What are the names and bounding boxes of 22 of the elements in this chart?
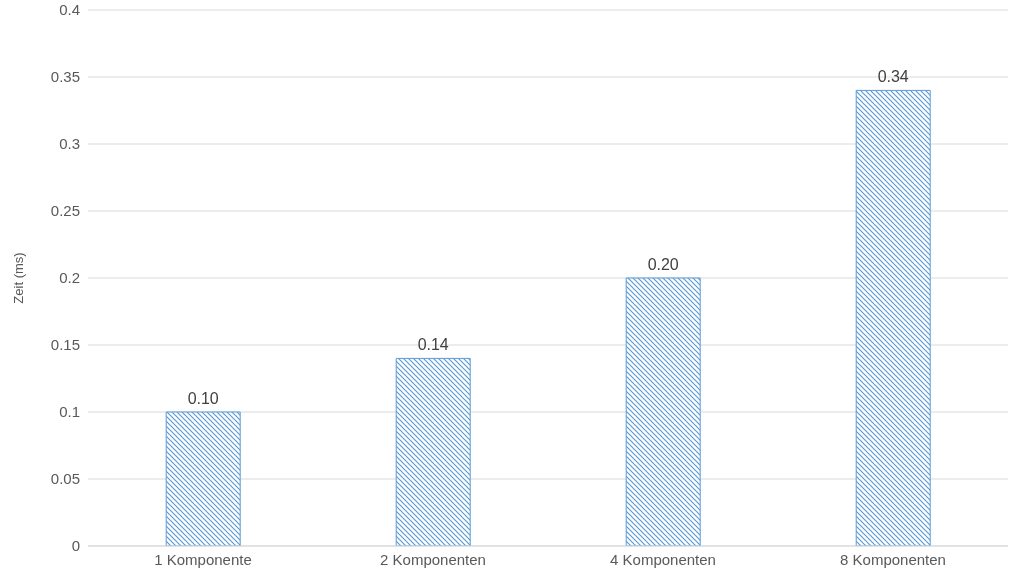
x-tick-label: 4 Komponenten <box>610 550 716 568</box>
bar <box>625 277 701 546</box>
x-tick-label: 1 Komponente <box>154 550 252 568</box>
y-tick-label: 0.05 <box>50 470 80 488</box>
y-tick-label: 0.15 <box>50 336 80 354</box>
y-tick-label: 0.3 <box>59 135 80 153</box>
x-tick-label: 8 Komponenten <box>840 550 946 568</box>
bar <box>395 357 471 546</box>
y-tick-label: 0.25 <box>50 202 80 220</box>
data-label: 0.14 <box>417 336 449 354</box>
y-tick-label: 0.4 <box>59 1 80 19</box>
y-tick-label: 0.1 <box>59 403 80 421</box>
y-tick-label: 0.35 <box>50 68 80 86</box>
data-label: 0.10 <box>187 390 219 407</box>
y-axis-title: Zeit (ms) <box>10 252 26 304</box>
bar <box>855 89 931 546</box>
y-tick-label: 0.2 <box>59 269 80 287</box>
y-tick-label: 0 <box>71 537 80 555</box>
x-tick-label: 2 Komponenten <box>380 550 486 568</box>
bar <box>165 411 241 546</box>
data-label: 0.20 <box>647 256 679 273</box>
data-label: 0.34 <box>877 68 909 86</box>
